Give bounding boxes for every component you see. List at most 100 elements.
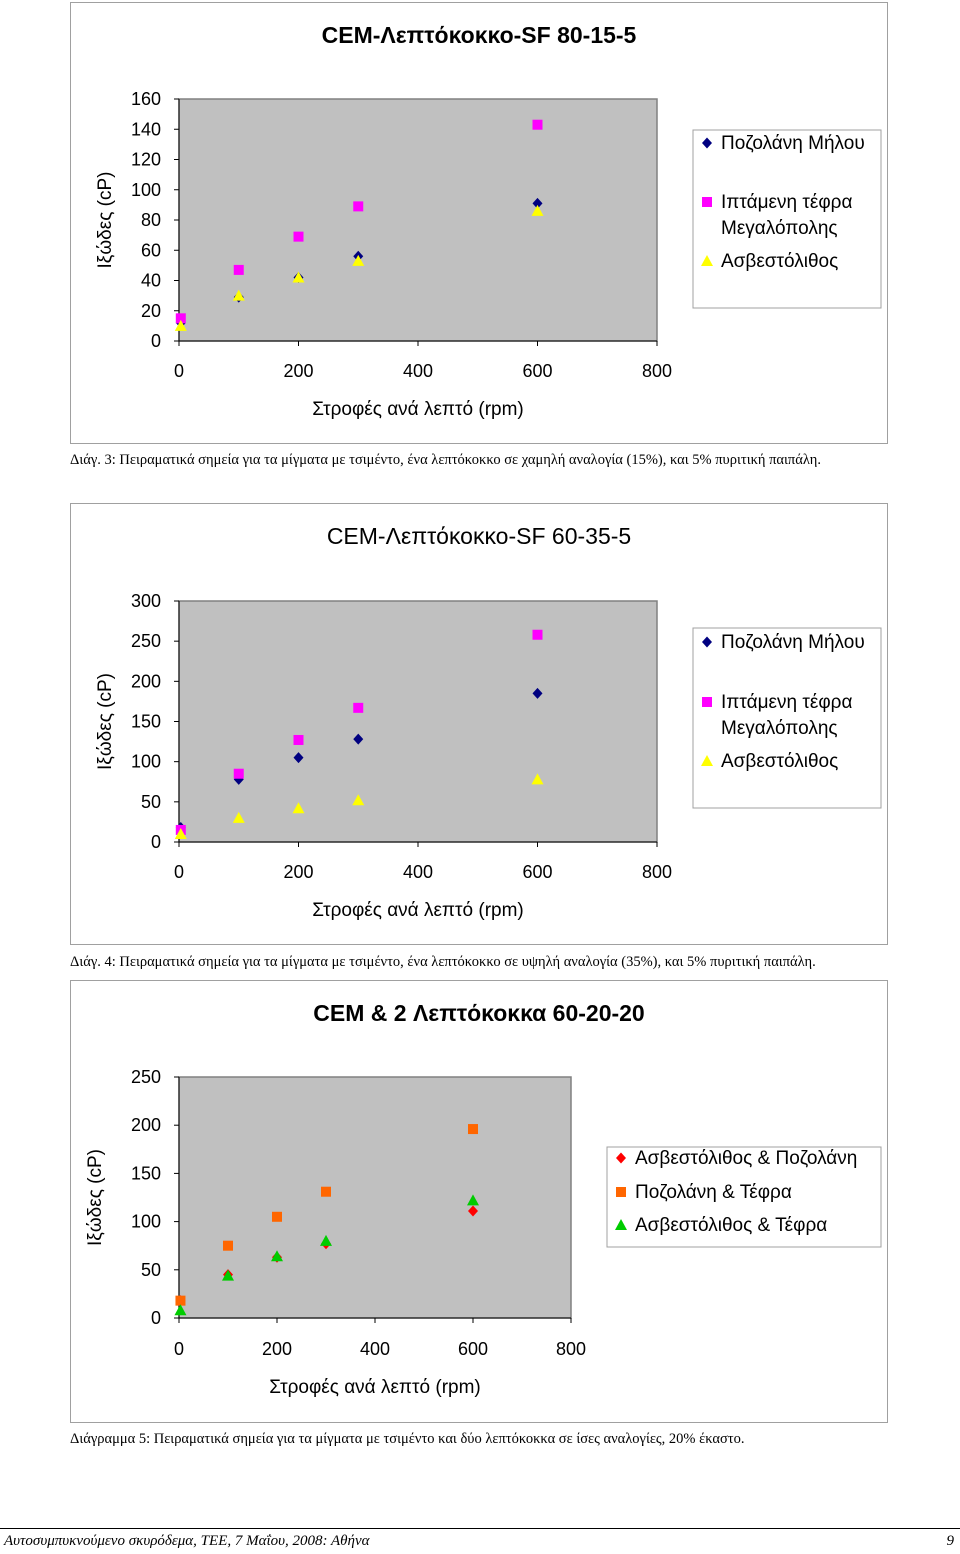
y-tick-label: 50 [141,792,161,812]
x-axis-label: Στροφές ανά λεπτό (rpm) [312,399,524,420]
series-3 [174,204,544,331]
caption-1: Διάγ. 3: Πειραματικά σημεία για τα μίγμα… [70,452,821,468]
data-point [467,1194,479,1206]
legend-marker [702,197,712,207]
data-point [174,319,187,331]
chart-title: CEM-Λεπτόκοκκο-SF 60-35-5 [327,523,631,549]
legend-label: Ασβεστόλιθος [721,251,838,272]
legend-marker [702,636,712,648]
data-point [531,773,544,785]
legend-label: Ιπτάμενη τέφρα [721,192,852,213]
plot-area [178,600,658,843]
x-tick-label: 200 [283,862,313,882]
data-point [222,1269,234,1281]
legend-label: Ασβεστόλιθος [721,751,838,772]
chart-1: CEM-Λεπτόκοκκο-SF 80-15-5 0 20 40 60 80 100 120… [70,2,888,444]
data-point [468,1205,478,1217]
y-tick-label: 100 [131,180,161,200]
legend-marker [701,755,713,766]
y-tick-label: 60 [141,240,161,260]
data-point [292,802,305,814]
x-tick-label: 800 [642,361,672,381]
page-number: 9 [946,1533,955,1549]
data-point [532,119,543,130]
data-point [272,1211,282,1222]
y-axis-label: Ιξώδες (cP) [95,673,116,770]
legend-box [692,627,882,809]
data-point [293,734,304,745]
data-point [293,752,304,764]
x-tick-label: 800 [642,862,672,882]
y-tick-label: 120 [131,150,161,170]
y-tick-label: 0 [151,832,161,852]
legend-marker [616,1152,626,1164]
y-tick-label: 100 [131,752,161,772]
data-point [468,1124,478,1135]
data-point [353,733,364,745]
data-point [174,827,187,839]
y-tick-label: 250 [131,1067,161,1087]
x-axis-label: Στροφές ανά λεπτό (rpm) [269,1377,481,1398]
series-2 [175,119,543,324]
data-point [532,687,543,699]
x-tick-label: 0 [174,361,184,381]
legend-marker [702,697,712,707]
data-point [320,1234,332,1246]
y-tick-label: 300 [131,591,161,611]
y-tick-label: 150 [131,1163,161,1183]
series-2 [175,1124,478,1306]
y-tick-label: 50 [141,1260,161,1280]
y-tick-label: 150 [131,712,161,732]
legend-label-cont: Μεγαλόπολης [721,718,838,739]
data-point [353,702,364,713]
x-tick-label: 0 [174,1339,184,1359]
series-3 [174,1194,479,1316]
data-point [223,1240,233,1251]
x-axis-label: Στροφές ανά λεπτό (rpm) [312,900,524,921]
legend-marker [616,1187,626,1197]
data-point [532,197,543,209]
y-tick-label: 20 [141,301,161,321]
x-tick-label: 400 [403,862,433,882]
data-point [233,768,244,779]
data-point [175,313,186,324]
series-3 [174,773,544,839]
legend-label: Ποζολάνη Μήλου [721,133,865,154]
data-point [352,794,365,806]
y-tick-label: 160 [131,89,161,109]
data-point [232,289,245,301]
y-tick-label: 0 [151,1308,161,1328]
data-point [174,1304,187,1316]
data-point [175,1295,186,1306]
y-tick-label: 140 [131,119,161,139]
legend-marker [615,1219,627,1230]
chart-2-svg: CEM-Λεπτόκοκκο-SF 60-35-5 0 50 100 150 200 250… [95,523,882,921]
legend-label-cont: Μεγαλόπολης [721,218,838,239]
data-point [292,271,305,283]
y-tick-label: 200 [131,1115,161,1135]
y-tick-label: 40 [141,271,161,291]
chart-3: CEM & 2 Λεπτόκοκκα 60-20-20 0 50 100 150 200 2… [70,980,888,1423]
x-tick-label: 0 [174,862,184,882]
footer-rule [0,1528,960,1529]
data-point [531,204,544,216]
footer-text: Αυτοσυμπυκνούμενο σκυρόδεμα, ΤΕΕ, 7 Μαΐο… [4,1533,370,1549]
x-tick-label: 800 [556,1339,586,1359]
y-axis-label: Ιξώδες (cP) [85,1149,106,1246]
legend-label: Ασβεστόλιθος & Ποζολάνη [635,1148,857,1169]
data-point [353,201,364,212]
y-tick-label: 80 [141,210,161,230]
series-1 [175,687,543,834]
chart-2: CEM-Λεπτόκοκκο-SF 60-35-5 0 50 100 150 200 250… [70,503,888,945]
plot-area [178,98,658,342]
chart-3-svg: CEM & 2 Λεπτόκοκκα 60-20-20 0 50 100 150 200 2… [85,1000,882,1398]
legend-label: Ποζολάνη Μήλου [721,632,865,653]
x-tick-label: 400 [403,361,433,381]
x-tick-label: 200 [283,361,313,381]
chart-title: CEM & 2 Λεπτόκοκκα 60-20-20 [313,1000,644,1026]
x-tick-label: 200 [262,1339,292,1359]
data-point [233,264,244,275]
y-tick-label: 200 [131,671,161,691]
chart-1-svg: CEM-Λεπτόκοκκο-SF 80-15-5 0 20 40 60 80 100 120… [95,22,882,420]
legend-label: Ασβεστόλιθος & Τέφρα [635,1215,827,1236]
